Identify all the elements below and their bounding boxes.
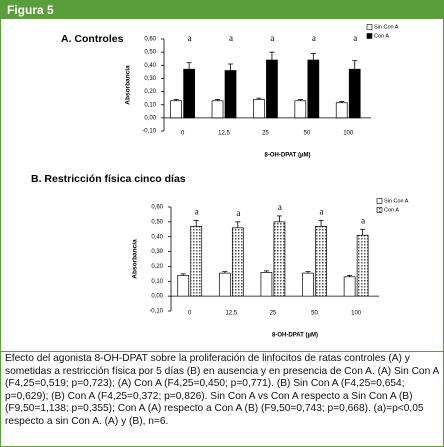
y-axis-title: Absorbancia — [125, 65, 132, 105]
y-tick-label: 0,20 — [151, 264, 163, 270]
annotation: a — [270, 33, 274, 43]
bar — [356, 234, 369, 297]
y-tick-label: 0,20 — [144, 89, 156, 95]
y-tick-label: 0,40 — [151, 234, 163, 240]
y-tick-label: 0,60 — [144, 37, 156, 43]
bar — [273, 221, 286, 297]
bar — [190, 225, 203, 297]
chart-title: B. Restricción física cinco días — [31, 173, 186, 185]
x-axis-title: 8-OH-DPAT (µM) — [265, 153, 311, 159]
x-tick-label: 50 — [311, 311, 318, 317]
bar — [348, 68, 361, 119]
annotation: a — [361, 215, 365, 225]
x-tick-label: 25 — [262, 131, 269, 137]
annotation: a — [229, 33, 233, 43]
annotation: a — [278, 202, 282, 212]
x-tick-label: 100 — [351, 311, 362, 317]
y-tick-label: -0,10 — [149, 309, 163, 315]
x-tick-label: 100 — [343, 131, 354, 137]
chart-panel: A. Controles Absorbancia 0,60 0,50 0,40 0,30 0… — [1, 24, 443, 352]
legend-label: Sin Con A — [374, 24, 399, 30]
x-tick-label: 25 — [270, 311, 277, 317]
bar — [231, 227, 244, 297]
legend-swatch — [366, 24, 373, 30]
y-tick-label: 0,50 — [144, 50, 156, 56]
bar — [218, 272, 231, 297]
x-axis-title: 8-OH-DPAT (µM) — [272, 333, 318, 339]
y-tick-label: 0,50 — [151, 219, 163, 225]
bar — [335, 102, 348, 119]
y-tick-label: 0,10 — [144, 102, 156, 108]
bar — [343, 276, 356, 297]
x-tick-label: 12,5 — [218, 131, 230, 137]
y-axis-title: Absorbancia — [132, 239, 139, 279]
legend-label: Con A — [374, 33, 389, 39]
bar — [260, 272, 273, 297]
figure-label: Figura 5 — [1, 1, 443, 19]
x-tick-label: 50 — [303, 131, 310, 137]
annotation: a — [353, 33, 357, 43]
annotation: a — [312, 33, 316, 43]
legend-swatch — [366, 33, 373, 39]
annotation: a — [320, 206, 324, 216]
legend-label: Sin Con A — [384, 198, 409, 204]
bar — [253, 99, 265, 119]
y-tick-label: 0,00 — [144, 115, 156, 121]
annotation: a — [188, 33, 192, 43]
x-tick-label: 0 — [188, 311, 192, 317]
x-tick-label: 0 — [181, 131, 185, 137]
y-tick-label: 0,60 — [151, 205, 163, 211]
bar — [211, 100, 224, 119]
caption: Efecto del agonista 8-OH-DPAT sobre la p… — [5, 353, 439, 427]
annotation: a — [236, 208, 240, 218]
bar — [170, 100, 182, 119]
bar — [177, 274, 190, 297]
x-tick-label: 12,5 — [225, 311, 237, 317]
bar — [307, 59, 320, 119]
bar — [224, 70, 237, 119]
y-tick-label: 0,10 — [151, 279, 163, 285]
y-tick-label: 0,30 — [151, 249, 163, 255]
y-tick-label: -0,10 — [142, 129, 156, 135]
bar — [183, 68, 195, 119]
y-tick-label: 0,30 — [144, 76, 156, 82]
legend-swatch — [376, 198, 383, 204]
legend-label: Con A — [384, 207, 399, 213]
bar — [266, 59, 278, 119]
legend-swatch — [376, 207, 383, 213]
bar — [302, 272, 314, 297]
annotation: a — [195, 206, 199, 216]
y-tick-label: 0,40 — [144, 63, 156, 69]
bar — [315, 225, 327, 297]
y-tick-label: 0,00 — [151, 294, 163, 300]
bar — [294, 100, 307, 119]
chart-title: A. Controles — [61, 33, 124, 45]
